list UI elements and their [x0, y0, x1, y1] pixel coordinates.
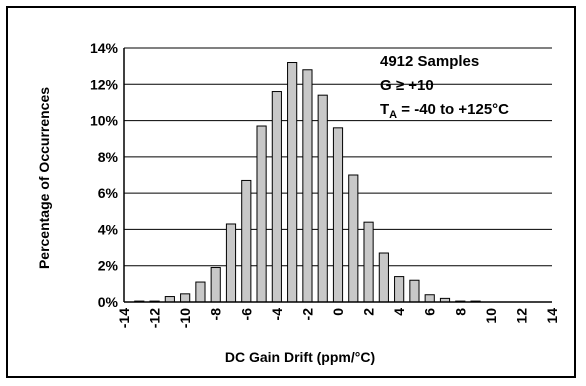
x-tick-label: -8: [208, 308, 224, 321]
x-axis-title: DC Gain Drift (ppm/°C): [225, 349, 375, 365]
annotation-ta-range: = -40 to +125°C: [397, 101, 509, 118]
bar: [302, 69, 313, 303]
annotation-samples: 4912 Samples: [380, 53, 479, 70]
bar: [424, 294, 435, 303]
annotation-ta-prefix: T: [380, 101, 389, 118]
bar: [180, 293, 191, 303]
chart-frame: 0% 2% 4% 6% 8% 10% 12% 14% -14 -12 -10 -8 -6 -4 -2 0 2 4…: [6, 6, 576, 378]
y-tick-label: 14%: [90, 40, 119, 56]
y-tick-label: 10%: [90, 113, 119, 129]
annotation-temperature: TA = -40 to +125°C: [380, 101, 509, 121]
bar: [348, 174, 359, 303]
bar: [363, 221, 374, 303]
axes: [123, 48, 552, 303]
bar: [378, 252, 389, 303]
x-tick-label: 6: [422, 308, 438, 316]
x-tick-label: 8: [452, 308, 468, 316]
bar: [394, 276, 405, 303]
annotation-gain: G ≥ +10: [380, 77, 434, 94]
x-tick-label: -4: [269, 308, 285, 321]
bar: [256, 125, 267, 303]
y-tick-label: 0%: [98, 294, 119, 310]
bar: [210, 267, 221, 303]
y-tick-label: 6%: [98, 185, 119, 201]
x-tick-label: -2: [299, 308, 315, 321]
histogram-chart: 0% 2% 4% 6% 8% 10% 12% 14% -14 -12 -10 -8 -6 -4 -2 0 2 4…: [36, 40, 560, 365]
annotation-ta-subscript: A: [389, 109, 397, 121]
x-tick-label: -10: [177, 308, 193, 328]
bar: [287, 62, 298, 303]
y-axis-title: Percentage of Occurrences: [36, 87, 52, 269]
bar: [409, 279, 420, 303]
bar: [241, 179, 252, 303]
bar: [195, 281, 206, 303]
x-tick-label: -14: [116, 308, 132, 328]
x-tick-label: 0: [330, 308, 346, 316]
annotation-box: 4912 Samples G ≥ +10 TA = -40 to +125°C: [380, 53, 509, 121]
bar: [271, 91, 282, 303]
x-tick-label: 4: [391, 308, 407, 316]
y-tick-label: 8%: [98, 149, 119, 165]
x-tick-label: -12: [147, 308, 163, 328]
bar: [317, 94, 328, 303]
x-tick-labels: -14 -12 -10 -8 -6 -4 -2 0 2 4 6 8 10 12 14: [116, 308, 560, 328]
bars: [134, 62, 481, 303]
y-tick-label: 2%: [98, 258, 119, 274]
bar: [225, 223, 237, 303]
bar: [164, 296, 175, 303]
y-tick-label: 4%: [98, 221, 119, 237]
x-tick-label: 14: [544, 308, 560, 324]
bar: [332, 127, 344, 303]
x-tick-label: 12: [513, 308, 529, 324]
y-tick-label: 12%: [90, 76, 119, 92]
x-tick-label: 10: [483, 308, 499, 324]
x-tick-label: 2: [361, 308, 377, 316]
y-tick-labels: 0% 2% 4% 6% 8% 10% 12% 14%: [90, 40, 119, 310]
x-tick-label: -6: [238, 308, 254, 321]
